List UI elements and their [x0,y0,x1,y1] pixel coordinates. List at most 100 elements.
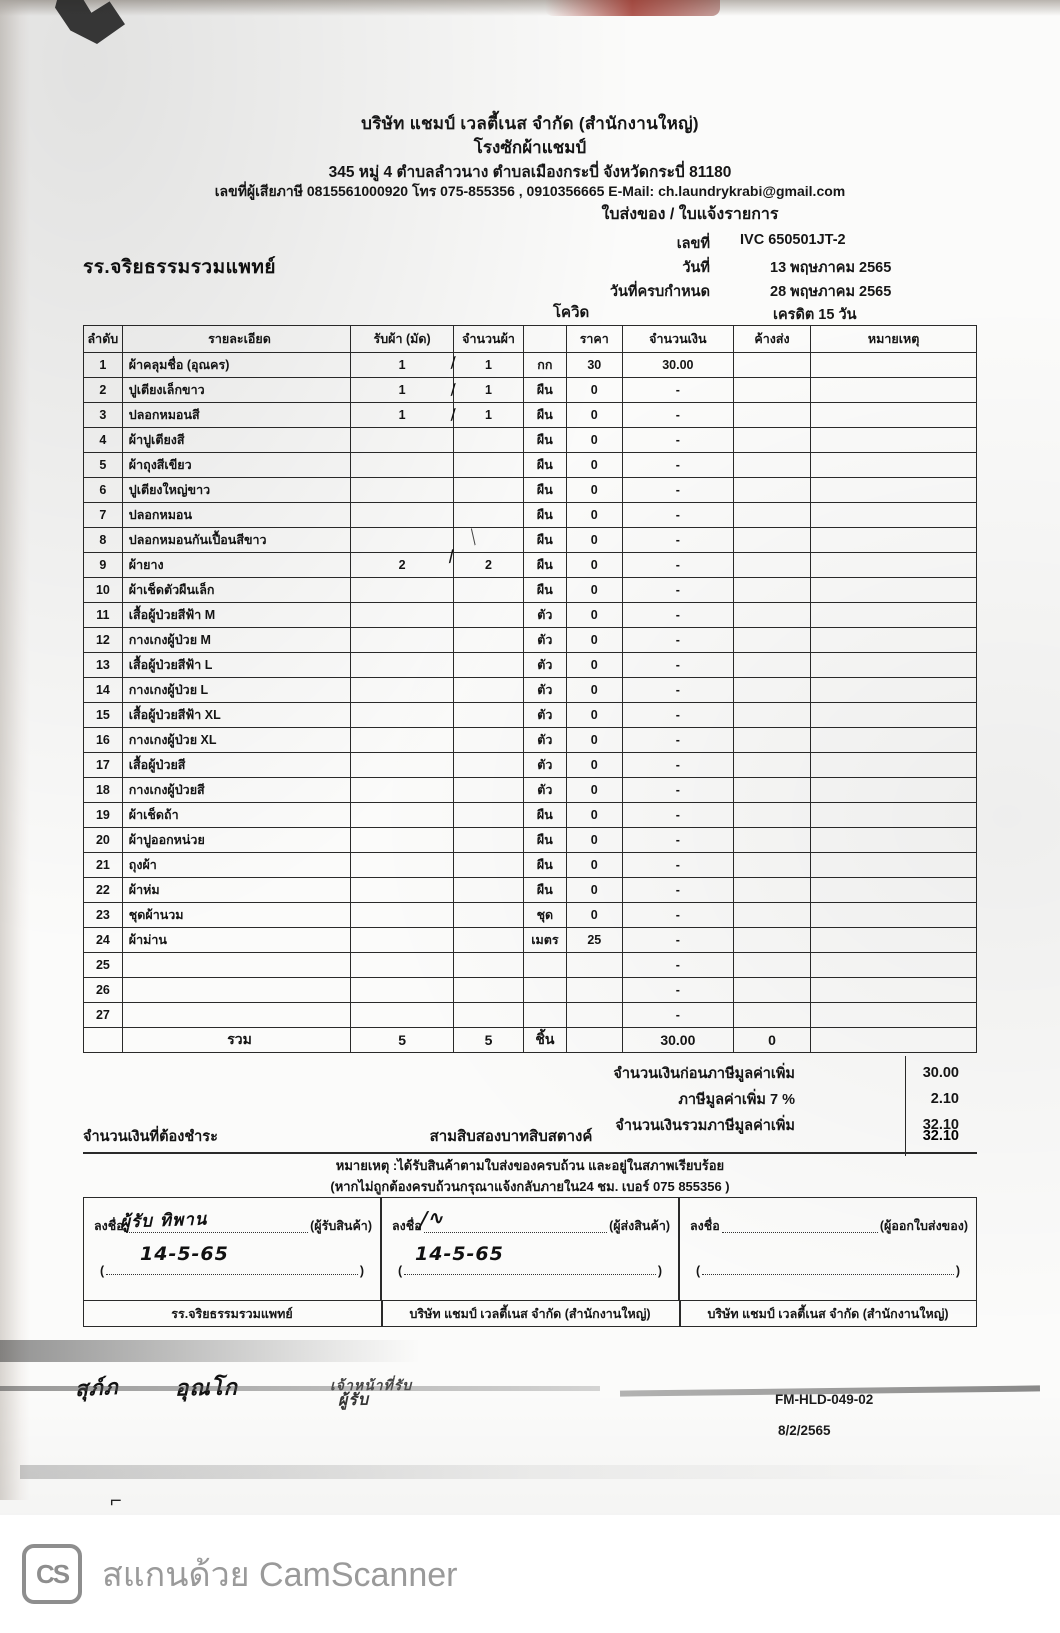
row-description: ปูเตียงใหญ่ขาว [121,477,352,503]
signature-name-line-2[interactable] [404,1262,656,1275]
row-owed [732,527,812,553]
row-owed [732,502,812,528]
scan-smudge-bottom [20,1465,1040,1479]
row-amount: - [621,577,734,603]
customer-name: รร.จริยธรรมรวมแพทย์ [83,257,277,278]
form-code: FM-HLD-049-02 [775,1392,874,1407]
row-unit: ผืน [523,402,567,428]
row-qty [452,502,525,528]
row-price: 0 [565,852,623,878]
row-price: 0 [565,477,623,503]
table-row: 16 กางเกงผู้ป่วย XL ตัว 0- [83,727,977,753]
row-bundle: 1 [350,352,454,378]
red-ink-smear [545,0,720,16]
row-bundle [350,902,454,928]
row-owed [732,727,812,753]
row-bundle [350,677,454,703]
payable-amount-in-words: สามสิบสองบาทสิบสตางค์ [429,1128,593,1145]
row-amount: - [621,977,734,1003]
signature-box-receiver: ลงชื่อ (ผู้รับสินค้า) ( ) [83,1197,381,1301]
summary-owed: 0 [732,1027,812,1053]
row-description: ปลอกหมอน [121,502,352,528]
row-qty [452,802,525,828]
row-bundle: 1 [350,402,454,428]
signature-line-1[interactable] [125,1220,309,1233]
row-qty: 2 [452,552,525,578]
row-amount: - [621,952,734,978]
row-amount: - [621,652,734,678]
row-description: ผ้าห่ม [121,877,352,903]
table-row: 2 ปูเตียงเล็กขาว 1 1 ผืน 0- [83,377,977,403]
handwritten-bottom-small-2: ผู้รับ [337,1389,370,1410]
row-note [810,427,977,453]
row-unit: ผืน [523,552,567,578]
row-price: 0 [565,527,623,553]
row-description: ผ้าคลุมชื่อ (อุณคร) [121,352,352,378]
table-row: 3 ปลอกหมอนสี 1 1 ผืน 0- [83,402,977,428]
row-qty [452,702,525,728]
row-price: 0 [565,677,623,703]
signature-org-3: บริษัท แชมป์ เวลตี้เนส จำกัด (สำนักงานให… [707,1307,949,1321]
row-amount: - [621,527,734,553]
signature-name-line-1[interactable] [106,1262,358,1275]
row-bundle [350,802,454,828]
row-description: ผ้ายาง [121,552,352,578]
row-no: 17 [83,752,123,778]
row-no: 27 [83,1002,123,1028]
signature-org-1: รร.จริยธรรมรวมแพทย์ [171,1307,293,1321]
signature-box-issuer: ลงชื่อ (ผู้ออกใบส่งของ) ( ) [679,1197,977,1301]
row-qty [452,527,525,553]
row-unit: ผืน [523,577,567,603]
th-price: ราคา [565,325,623,353]
row-note [810,527,977,553]
table-row: 7 ปลอกหมอน ผืน 0- [83,502,977,528]
note-line-2: (หากไม่ถูกต้องครบถ้วนกรุณาแจ้งกลับภายใน2… [330,1179,730,1194]
row-description: ปลอกหมอนกันเปื้อนสีขาว [121,527,352,553]
row-unit: ตัว [523,752,567,778]
vat-label: ภาษีมูลค่าเพิ่ม 7 % [678,1091,795,1108]
company-branch: โรงซักผ้าแชมป์ [473,138,587,157]
signature-line-3[interactable] [721,1220,878,1233]
row-amount: 30.00 [621,352,734,378]
row-bundle [350,602,454,628]
row-qty [452,877,525,903]
th-note: หมายเหตุ [810,325,977,353]
row-unit: ผืน [523,477,567,503]
row-bundle [350,727,454,753]
row-note [810,577,977,603]
row-note [810,902,977,928]
row-no: 16 [83,727,123,753]
signature-name-line-3[interactable] [702,1262,954,1275]
paren-close-3: ) [955,1264,960,1278]
signature-box-sender: ลงชื่อ (ผู้ส่งสินค้า) ( ) [381,1197,679,1301]
row-description: เสื้อผู้ป่วยสีฟ้า XL [121,702,352,728]
row-no: 14 [83,677,123,703]
row-bundle [350,577,454,603]
row-price: 0 [565,502,623,528]
sig-role-1: (ผู้รับสินค้า) [310,1219,372,1233]
invoice-due-value: 28 พฤษภาคม 2565 [770,284,892,300]
row-qty [452,852,525,878]
signature-org-strip [83,1301,977,1327]
row-no: 9 [83,552,123,578]
row-unit: ตัว [523,702,567,728]
row-price: 25 [565,927,623,953]
row-note [810,552,977,578]
payable-label: จำนวนเงินที่ต้องชำระ [83,1128,218,1145]
row-unit: ตัว [523,677,567,703]
row-price: 0 [565,877,623,903]
signature-line-2[interactable] [423,1220,608,1233]
camscanner-watermark-bar: CS สแกนด้วย CamScanner [0,1515,1060,1633]
row-bundle [350,752,454,778]
row-qty: 1 [452,377,525,403]
row-qty [452,577,525,603]
row-no: 24 [83,927,123,953]
row-note [810,727,977,753]
table-row: 6 ปูเตียงใหญ่ขาว ผืน 0- [83,477,977,503]
table-row: 20 ผ้าปูออกหน่วย ผืน 0- [83,827,977,853]
row-unit: ตัว [523,627,567,653]
handwritten-sender-signature: ∕∿ [419,1203,447,1233]
row-price [565,1002,623,1028]
row-qty [452,902,525,928]
row-amount: - [621,427,734,453]
